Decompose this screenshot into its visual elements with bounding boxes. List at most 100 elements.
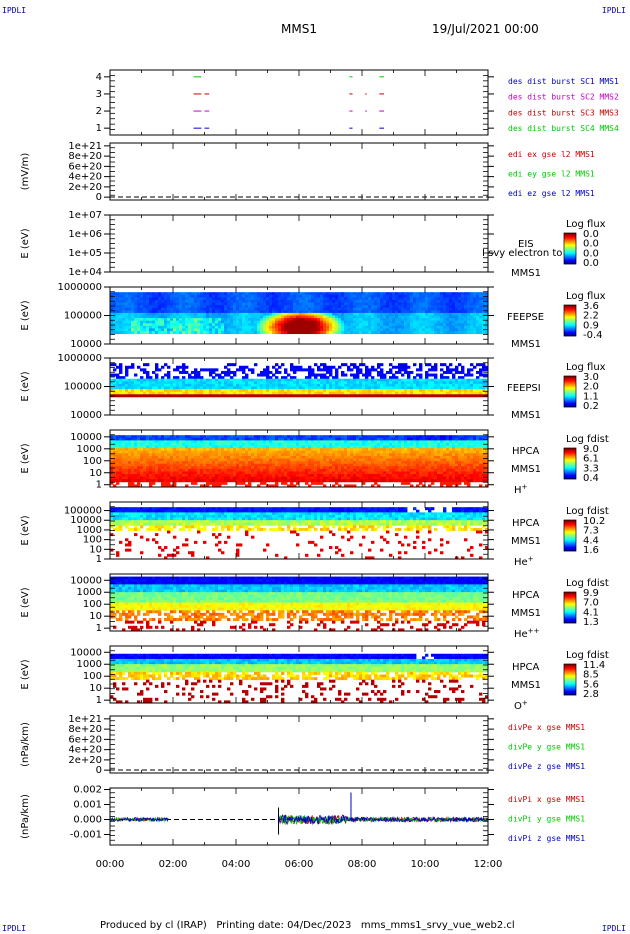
heatmap-cell bbox=[206, 328, 210, 332]
heatmap-cell bbox=[182, 437, 186, 441]
heatmap-cell bbox=[410, 312, 414, 316]
heatmap-cell bbox=[161, 331, 165, 335]
heatmap-cell bbox=[410, 310, 414, 314]
heatmap-cell bbox=[203, 394, 207, 398]
heatmap-cell bbox=[182, 435, 186, 439]
heatmap-cell bbox=[353, 328, 357, 332]
heatmap-cell bbox=[299, 450, 303, 454]
heatmap-cell bbox=[476, 315, 480, 319]
heatmap-cell bbox=[149, 378, 153, 382]
heatmap-cell bbox=[392, 383, 396, 387]
heatmap-cell bbox=[254, 463, 258, 467]
heatmap-cell bbox=[293, 302, 297, 306]
heatmap-cell bbox=[257, 458, 261, 462]
heatmap-cell bbox=[410, 370, 414, 374]
heatmap-cell bbox=[248, 312, 252, 316]
heatmap-cell bbox=[128, 305, 132, 309]
heatmap-cell bbox=[188, 463, 192, 467]
heatmap-cell bbox=[161, 386, 165, 390]
heatmap-cell bbox=[365, 391, 369, 395]
heatmap-cell bbox=[155, 297, 159, 301]
heatmap-cell bbox=[140, 310, 144, 314]
heatmap-cell bbox=[230, 302, 234, 306]
heatmap-cell bbox=[260, 307, 264, 311]
heatmap-cell bbox=[302, 463, 306, 467]
heatmap-cell bbox=[152, 370, 156, 374]
heatmap-cell bbox=[266, 442, 270, 446]
heatmap-cell bbox=[485, 318, 489, 322]
heatmap-cell bbox=[482, 391, 486, 395]
heatmap-cell bbox=[356, 383, 360, 387]
heatmap-cell bbox=[305, 331, 309, 335]
heatmap-cell bbox=[131, 302, 135, 306]
heatmap-cell bbox=[368, 386, 372, 390]
heatmap-cell bbox=[140, 331, 144, 335]
heatmap-cell bbox=[284, 368, 288, 372]
heatmap-cell bbox=[437, 312, 441, 316]
heatmap-cell bbox=[254, 479, 258, 483]
heatmap-cell bbox=[215, 310, 219, 314]
heatmap-cell bbox=[266, 302, 270, 306]
heatmap-cell bbox=[284, 305, 288, 309]
heatmap-cell bbox=[182, 331, 186, 335]
heatmap-cell bbox=[182, 463, 186, 467]
heatmap-cell bbox=[311, 437, 315, 441]
heatmap-cell bbox=[164, 394, 168, 398]
heatmap-cell bbox=[251, 312, 255, 316]
heatmap-cell bbox=[485, 368, 489, 372]
heatmap-cell bbox=[350, 331, 354, 335]
heatmap-cell bbox=[380, 320, 384, 324]
heatmap-cell bbox=[110, 331, 114, 335]
heatmap-cell bbox=[446, 365, 450, 369]
heatmap-cell bbox=[341, 320, 345, 324]
heatmap-cell bbox=[404, 302, 408, 306]
heatmap-cell bbox=[146, 463, 150, 467]
heatmap-cell bbox=[143, 394, 147, 398]
heatmap-cell bbox=[287, 331, 291, 335]
heatmap-cell bbox=[344, 302, 348, 306]
heatmap-cell bbox=[407, 328, 411, 332]
heatmap-cell bbox=[347, 381, 351, 385]
colorbar-swatch bbox=[564, 376, 576, 378]
heatmap-cell bbox=[260, 437, 264, 441]
heatmap-cell bbox=[458, 318, 462, 322]
heatmap-cell bbox=[434, 368, 438, 372]
heatmap-cell bbox=[344, 292, 348, 296]
heatmap-cell bbox=[257, 435, 261, 439]
heatmap-cell bbox=[227, 381, 231, 385]
heatmap-cell bbox=[245, 310, 249, 314]
heatmap-cell bbox=[173, 302, 177, 306]
heatmap-cell bbox=[227, 331, 231, 335]
heatmap-cell bbox=[479, 373, 483, 377]
heatmap-cell bbox=[416, 297, 420, 301]
heatmap-cell bbox=[356, 391, 360, 395]
heatmap-cell bbox=[254, 310, 258, 314]
heatmap-cell bbox=[425, 383, 429, 387]
heatmap-cell bbox=[275, 445, 279, 449]
heatmap-cell bbox=[350, 323, 354, 327]
heatmap-cell bbox=[242, 383, 246, 387]
heatmap-cell bbox=[329, 315, 333, 319]
heatmap-cell bbox=[122, 445, 126, 449]
heatmap-cell bbox=[224, 305, 228, 309]
heatmap-cell bbox=[416, 328, 420, 332]
heatmap-cell bbox=[479, 391, 483, 395]
heatmap-cell bbox=[401, 383, 405, 387]
heatmap-cell bbox=[341, 391, 345, 395]
heatmap-cell bbox=[332, 297, 336, 301]
heatmap-cell bbox=[449, 320, 453, 324]
heatmap-cell bbox=[275, 305, 279, 309]
heatmap-cell bbox=[245, 373, 249, 377]
heatmap-cell bbox=[197, 370, 201, 374]
heatmap-cell bbox=[125, 368, 129, 372]
heatmap-cell bbox=[116, 455, 120, 459]
heatmap-cell bbox=[470, 363, 474, 367]
heatmap-cell bbox=[440, 299, 444, 303]
heatmap-cell bbox=[452, 305, 456, 309]
heatmap-cell bbox=[194, 440, 198, 444]
heatmap-cell bbox=[368, 318, 372, 322]
heatmap-cell bbox=[209, 448, 213, 452]
heatmap-cell bbox=[248, 383, 252, 387]
heatmap-cell bbox=[188, 389, 192, 393]
heatmap-cell bbox=[290, 325, 294, 329]
